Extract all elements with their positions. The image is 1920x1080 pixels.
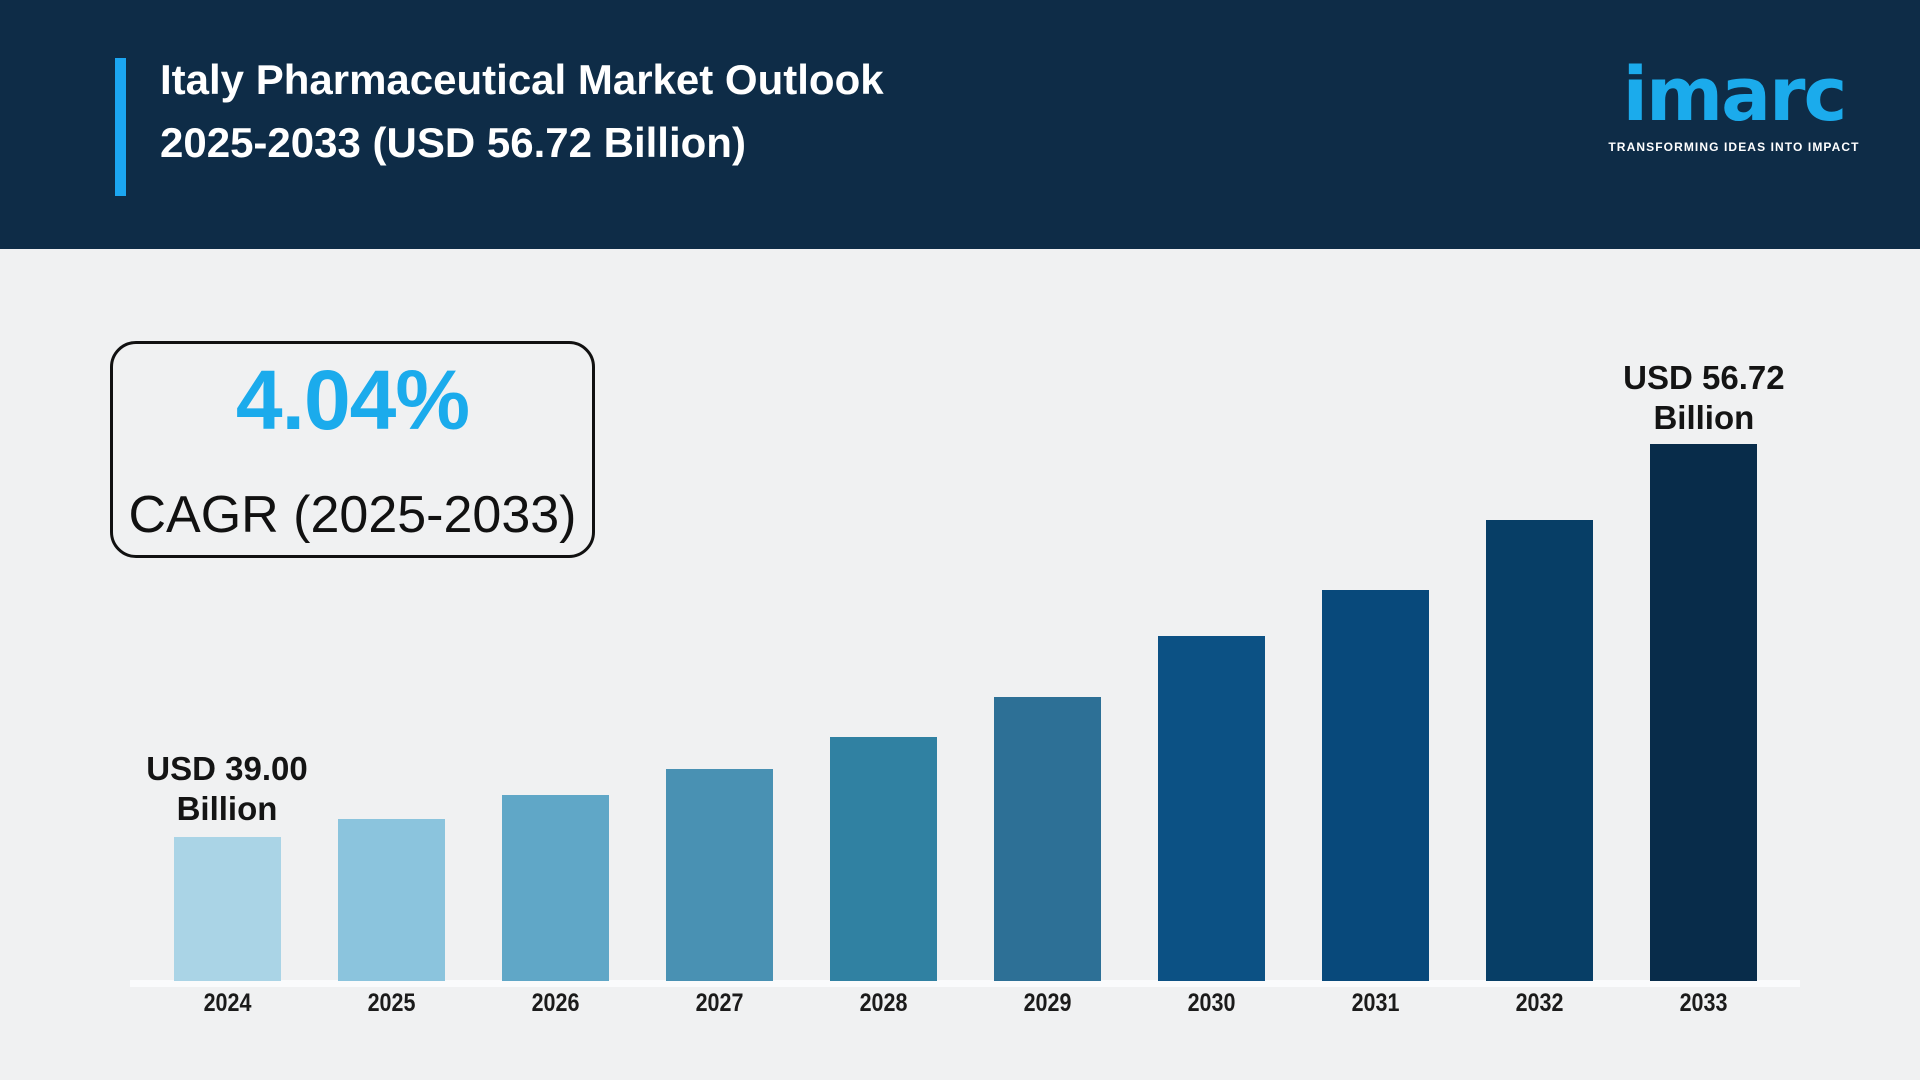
bar-2030 (1158, 636, 1266, 981)
bar-2026 (501, 795, 609, 981)
cagr-badge: 4.04% CAGR (2025-2033) (110, 341, 595, 558)
page-title-line2: 2025-2033 (USD 56.72 Billion) (160, 119, 746, 166)
x-axis-label-2031: 2031 (1351, 989, 1400, 1017)
bar-2033 (1650, 444, 1758, 981)
x-axis-label-2030: 2030 (1187, 989, 1236, 1017)
imarc-logo-tagline: TRANSFORMING IDEAS INTO IMPACT (1608, 140, 1860, 154)
x-axis-label-2024: 2024 (203, 989, 251, 1017)
cagr-label: CAGR (2025-2033) (128, 486, 577, 544)
x-axis-label-2026: 2026 (531, 989, 580, 1017)
bar-2028 (829, 737, 937, 981)
bar-2024 (173, 837, 281, 981)
first-bar-value-label: USD 39.00 Billion (97, 749, 357, 829)
bar-chart: 2024 2025 2026 2027 2028 2029 2030 2031 2032 2033 (0, 249, 1920, 1080)
bar-2025 (337, 819, 445, 981)
x-axis-label-2032: 2032 (1515, 989, 1564, 1017)
last-bar-value-line1: USD 56.72 (1623, 359, 1785, 396)
x-axis-label-2025: 2025 (367, 989, 416, 1017)
imarc-logo: imarc TRANSFORMING IDEAS INTO IMPACT (1608, 52, 1860, 154)
title-accent-bar (115, 58, 126, 196)
bar-2031 (1322, 590, 1430, 981)
header-banner: Italy Pharmaceutical Market Outlook 2025… (0, 0, 1920, 249)
x-axis-label-2027: 2027 (695, 989, 744, 1017)
bar-2032 (1486, 520, 1594, 981)
x-axis-label-2029: 2029 (1023, 989, 1072, 1017)
page-title-line1: Italy Pharmaceutical Market Outlook (160, 56, 884, 103)
bar-2027 (665, 769, 773, 981)
first-bar-value-line2: Billion (176, 790, 278, 827)
imarc-logo-wordmark: imarc (1622, 52, 1848, 138)
page-title: Italy Pharmaceutical Market Outlook 2025… (160, 48, 884, 174)
cagr-value: 4.04% (235, 353, 470, 447)
last-bar-value-label: USD 56.72 Billion (1574, 358, 1834, 438)
x-axis-label-2028: 2028 (859, 989, 908, 1017)
first-bar-value-line1: USD 39.00 (146, 750, 308, 787)
x-axis-line (130, 980, 1800, 987)
bar-2029 (994, 697, 1101, 981)
last-bar-value-line2: Billion (1653, 399, 1755, 436)
x-axis-label-2033: 2033 (1679, 989, 1728, 1017)
